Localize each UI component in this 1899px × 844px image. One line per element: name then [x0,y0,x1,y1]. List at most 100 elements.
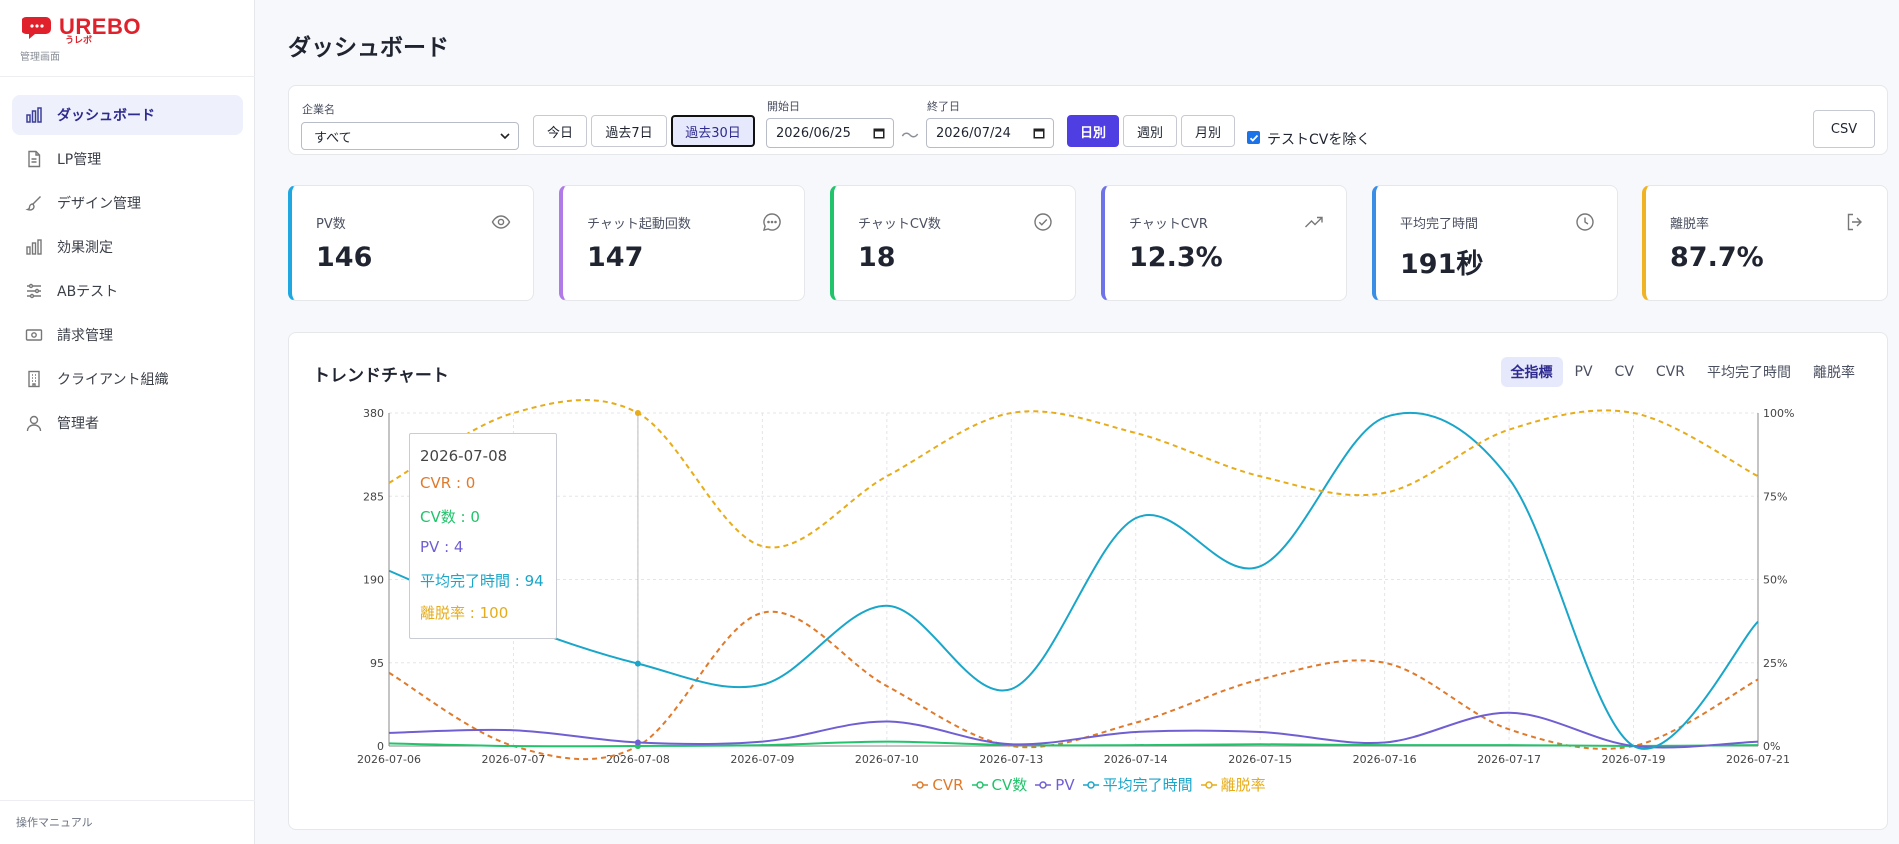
y-left-tick-label: 95 [370,657,384,670]
bar-chart-icon [25,106,43,124]
kpi-card-chat-open: チャット起動回数 147 [559,185,805,301]
kpi-value: 12.3% [1129,242,1223,273]
range-30days-button[interactable]: 過去30日 [671,115,755,147]
series-point [634,660,641,667]
sidebar-item-label: ABテスト [57,284,119,300]
trend-up-icon [1305,216,1323,228]
y-left-tick-label: 190 [363,574,384,587]
tooltip-row-cv: CV数 : 0 [420,508,480,526]
x-tick-label: 2026-07-15 [1228,753,1292,766]
range-today-button[interactable]: 今日 [533,115,587,147]
sidebar-item-lp[interactable]: LP管理 [12,139,243,179]
legend-item[interactable]: PV [1035,774,1075,795]
legend-marker-icon [1035,780,1052,789]
y-right-tick-label: 25% [1763,657,1787,670]
tab-pv[interactable]: PV [1574,364,1593,380]
legend-marker-icon [1082,780,1099,789]
trend-chart[interactable]: 0 0% 95 25% 190 50% 285 75% 380 100% 2026-07-06 202… [289,333,1889,773]
series-point [634,410,641,416]
banknote-icon [25,326,43,344]
legend-item[interactable]: 離脱率 [1200,774,1266,795]
chat-icon [763,213,781,231]
tab-all-metrics[interactable]: 全指標 [1500,357,1563,387]
sidebar: UREBO うレボ 管理画面 ダッシュボード LP管理 デザイン管理 効果測定 … [0,0,255,844]
x-tick-label: 2026-07-08 [606,753,670,766]
eye-icon [491,215,511,229]
x-tick-label: 2026-07-21 [1726,753,1790,766]
tooltip-row-pv: PV : 4 [420,538,464,556]
kpi-label: PV数 [316,217,346,232]
series-point [634,739,641,746]
end-date-label: 終了日 [927,100,960,113]
tooltip-date: 2026-07-08 [420,447,508,465]
kpi-card-avg-time: 平均完了時間 191秒 [1372,185,1618,301]
range-7days-button[interactable]: 過去7日 [591,115,667,147]
end-date-input[interactable]: 2026/07/24 [926,118,1054,148]
check-circle-icon [1034,213,1052,231]
tab-cv[interactable]: CV [1614,364,1634,380]
tab-cvr[interactable]: CVR [1655,364,1685,380]
sidebar-item-billing[interactable]: 請求管理 [12,315,243,355]
exclude-test-label[interactable]: テストCVを除く [1267,132,1371,148]
company-select[interactable]: すべて [301,122,519,150]
kpi-label: チャット起動回数 [587,217,691,232]
calendar-icon [873,128,885,139]
sidebar-item-label: LP管理 [57,152,102,168]
sidebar-item-abtest[interactable]: ABテスト [12,271,243,311]
trend-chart-title: トレンドチャート [313,366,449,386]
x-tick-label: 2026-07-09 [730,753,794,766]
granularity-weekly-button[interactable]: 週別 [1123,115,1177,147]
legend-label: CV数 [991,776,1028,794]
granularity-daily-button[interactable]: 日別 [1067,115,1119,147]
x-tick-label: 2026-07-19 [1602,753,1666,766]
tab-avg-time[interactable]: 平均完了時間 [1707,365,1791,381]
page-title: ダッシュボード [288,35,449,61]
series-line [388,740,1759,748]
sidebar-item-measurement[interactable]: 効果測定 [12,227,243,267]
sidebar-item-label: 請求管理 [57,328,113,344]
filter-bar: 企業名 すべて 今日 過去7日 過去30日 開始日 2026/06/25 〜 終… [288,85,1888,155]
legend-item[interactable]: CV数 [971,774,1028,795]
exclude-test-checkbox[interactable] [1247,131,1260,144]
series-line [388,610,1759,761]
document-icon [25,150,43,168]
legend-label: CVR [932,775,964,794]
legend-item[interactable]: 平均完了時間 [1082,774,1193,795]
company-label: 企業名 [302,103,335,116]
clock-icon [1576,213,1594,231]
start-date-input[interactable]: 2026/06/25 [766,118,894,148]
sidebar-item-design[interactable]: デザイン管理 [12,183,243,223]
sidebar-item-label: ダッシュボード [57,108,155,124]
legend-marker-icon [912,780,929,789]
calendar-icon [1033,128,1045,139]
y-right-tick-label: 75% [1763,490,1787,503]
x-tick-label: 2026-07-17 [1477,753,1541,766]
sidebar-item-client-org[interactable]: クライアント組織 [12,359,243,399]
x-tick-label: 2026-07-07 [481,753,545,766]
granularity-monthly-button[interactable]: 月別 [1181,115,1235,147]
kpi-card-chat-cvr: チャットCVR 12.3% [1101,185,1347,301]
tab-bounce[interactable]: 離脱率 [1813,365,1855,381]
sidebar-item-admin[interactable]: 管理者 [12,403,243,443]
y-left-tick-label: 285 [363,490,384,503]
chart-tooltip: 2026-07-08 CVR : 0 CV数 : 0 PV : 4 平均完了時間… [409,433,557,639]
sliders-icon [25,282,43,300]
x-tick-label: 2026-07-10 [855,753,919,766]
sidebar-nav: ダッシュボード LP管理 デザイン管理 効果測定 ABテスト 請求管理 クライア… [12,95,243,447]
manual-link[interactable]: 操作マニュアル [16,816,93,829]
sidebar-item-dashboard[interactable]: ダッシュボード [12,95,243,135]
kpi-label: チャットCV数 [858,217,941,232]
sidebar-footer-divider [0,800,255,801]
csv-export-button[interactable]: CSV [1813,110,1875,148]
tooltip-row-cvr: CVR : 0 [420,474,476,492]
brand-logo[interactable]: UREBO うレボ [22,14,141,46]
series-line [388,711,1759,749]
date-range-separator: 〜 [901,126,919,147]
x-tick-label: 2026-07-16 [1353,753,1417,766]
tooltip-row-avg-time: 平均完了時間 : 94 [420,572,544,590]
company-select-value: すべて [314,130,352,146]
series-line [388,399,1759,549]
brand-sub: うレボ [65,36,93,46]
legend-item[interactable]: CVR [912,774,964,795]
legend-label: 平均完了時間 [1102,776,1193,794]
